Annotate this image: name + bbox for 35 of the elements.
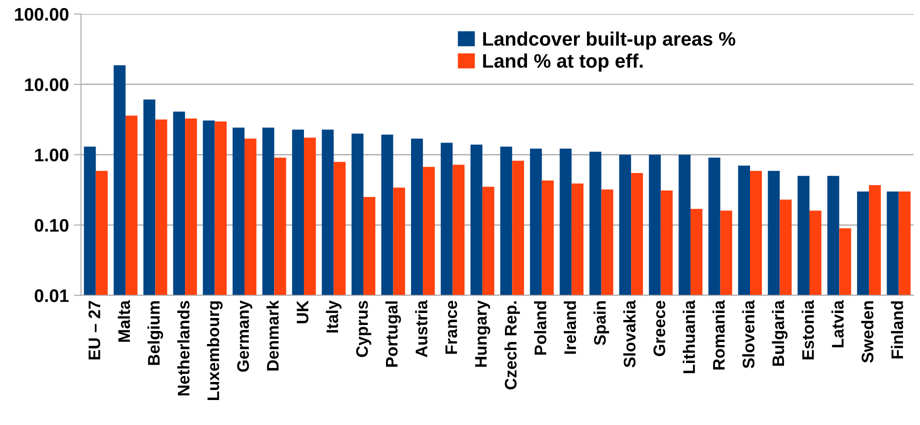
- x-tick-label: Spain: [594, 301, 610, 346]
- y-tick-label: 1.00: [35, 148, 68, 162]
- x-tick-label: Malta: [118, 300, 130, 342]
- legend-label: Landcover built-up areas %: [483, 32, 736, 50]
- y-tick-label: 100.00: [15, 8, 68, 21]
- x-tick-label: Lithuania: [682, 300, 696, 374]
- x-tick-label: Hungary: [475, 300, 490, 367]
- x-tick-label: Italy: [326, 300, 342, 332]
- x-tick-label: Estonia: [802, 300, 814, 360]
- x-tick-label: Romania: [712, 300, 725, 370]
- x-tick-label: Poland: [534, 301, 546, 355]
- x-tick-label: Slovenia: [742, 300, 754, 368]
- x-tick-label: Denmark: [266, 300, 279, 370]
- x-tick-label: Luxembourg: [206, 301, 223, 400]
- x-tick-label: Greece: [653, 300, 666, 356]
- x-tick-label: Germany: [237, 300, 252, 372]
- x-tick-label: Ireland: [564, 301, 576, 354]
- x-tick-label: Slovakia: [623, 300, 636, 368]
- x-tick-label: Austria: [415, 300, 428, 358]
- legend-label: Land % at top eff.: [483, 54, 643, 72]
- x-tick-label: Belgium: [147, 301, 164, 365]
- x-tick-label: France: [446, 300, 458, 354]
- x-tick-label: Czech Rep.: [504, 301, 520, 390]
- x-tick-label: Netherlands: [177, 300, 190, 396]
- y-tick-label: 10.00: [25, 78, 68, 92]
- x-tick-label: UK: [296, 300, 308, 324]
- x-tick-label: Sweden: [861, 301, 874, 363]
- x-tick-label: Portugal: [385, 301, 401, 367]
- y-tick-label: 0.01: [34, 289, 69, 302]
- x-tick-label: Latvia: [831, 300, 844, 348]
- x-tick-label: Bulgaria: [772, 300, 788, 366]
- x-tick-label: Cyprus: [356, 300, 372, 357]
- x-tick-label: EU – 27: [88, 300, 100, 360]
- x-tick-label: Finland: [890, 301, 904, 358]
- y-tick-label: 0.10: [34, 218, 68, 232]
